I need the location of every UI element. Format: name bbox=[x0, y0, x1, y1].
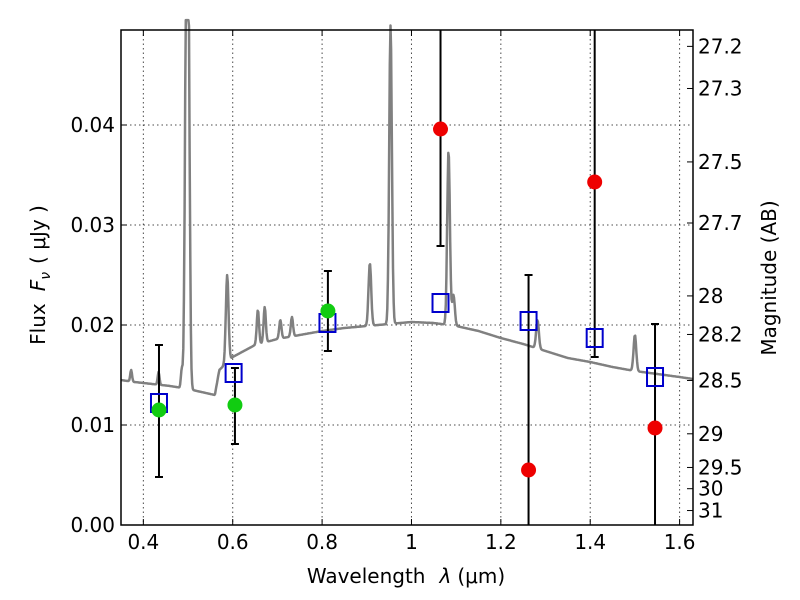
spectrum-line bbox=[120, 18, 694, 397]
detection-point bbox=[227, 397, 243, 413]
y2-tick-label: 27.3 bbox=[698, 76, 743, 100]
detection-point bbox=[151, 402, 167, 418]
y2-axis-label: Magnitude (AB) bbox=[757, 200, 781, 355]
grid bbox=[121, 30, 693, 525]
x-axis-label: Wavelength λ (μm) bbox=[307, 564, 505, 588]
upper-limit-point bbox=[521, 462, 537, 478]
y2-tick-label: 28 bbox=[698, 284, 723, 308]
upper-limit-point bbox=[433, 121, 449, 137]
y2-tick-label: 27.2 bbox=[698, 34, 743, 58]
y2-tick-label: 27.5 bbox=[698, 150, 743, 174]
detection-point bbox=[320, 303, 336, 319]
y-tick-label: 0.01 bbox=[70, 413, 115, 437]
y-tick-label: 0.04 bbox=[70, 113, 115, 137]
model-point bbox=[646, 367, 665, 387]
model-point bbox=[224, 363, 243, 383]
axis-ticks: 0.4 0.6 0.8 1 1.2 1.4 1.6 0.00 0.01 0.02 0.03 0.04 2… bbox=[70, 30, 743, 554]
x-tick-label: 1.2 bbox=[485, 530, 517, 554]
y-tick-label: 0.00 bbox=[70, 513, 115, 537]
upper-limit-point bbox=[647, 420, 663, 436]
upper-limit-point bbox=[587, 174, 603, 190]
x-tick-label: 1 bbox=[405, 530, 418, 554]
x-tick-label: 0.8 bbox=[306, 530, 338, 554]
y2-tick-label: 30 bbox=[698, 477, 723, 501]
y2-tick-label: 31 bbox=[698, 499, 723, 523]
y2-tick-label: 28.2 bbox=[698, 322, 743, 346]
model-point bbox=[585, 328, 604, 348]
y-tick-label: 0.03 bbox=[70, 213, 115, 237]
y2-tick-label: 29.5 bbox=[698, 455, 743, 479]
model-point bbox=[519, 311, 538, 331]
y2-tick-label: 28.5 bbox=[698, 368, 743, 392]
x-tick-label: 0.4 bbox=[127, 530, 159, 554]
model-point bbox=[431, 293, 450, 313]
error-bars bbox=[154, 30, 660, 525]
x-tick-label: 1.6 bbox=[664, 530, 696, 554]
plot-frame bbox=[120, 29, 694, 526]
y2-tick-label: 29 bbox=[698, 422, 723, 446]
y2-tick-label: 27.7 bbox=[698, 211, 743, 235]
x-tick-label: 0.6 bbox=[217, 530, 249, 554]
x-tick-label: 1.4 bbox=[574, 530, 606, 554]
data-markers bbox=[149, 121, 665, 478]
template-spectrum bbox=[120, 18, 694, 397]
y-axis-label: FluxFν( μJy ) bbox=[26, 205, 54, 345]
y-tick-label: 0.02 bbox=[70, 313, 115, 337]
